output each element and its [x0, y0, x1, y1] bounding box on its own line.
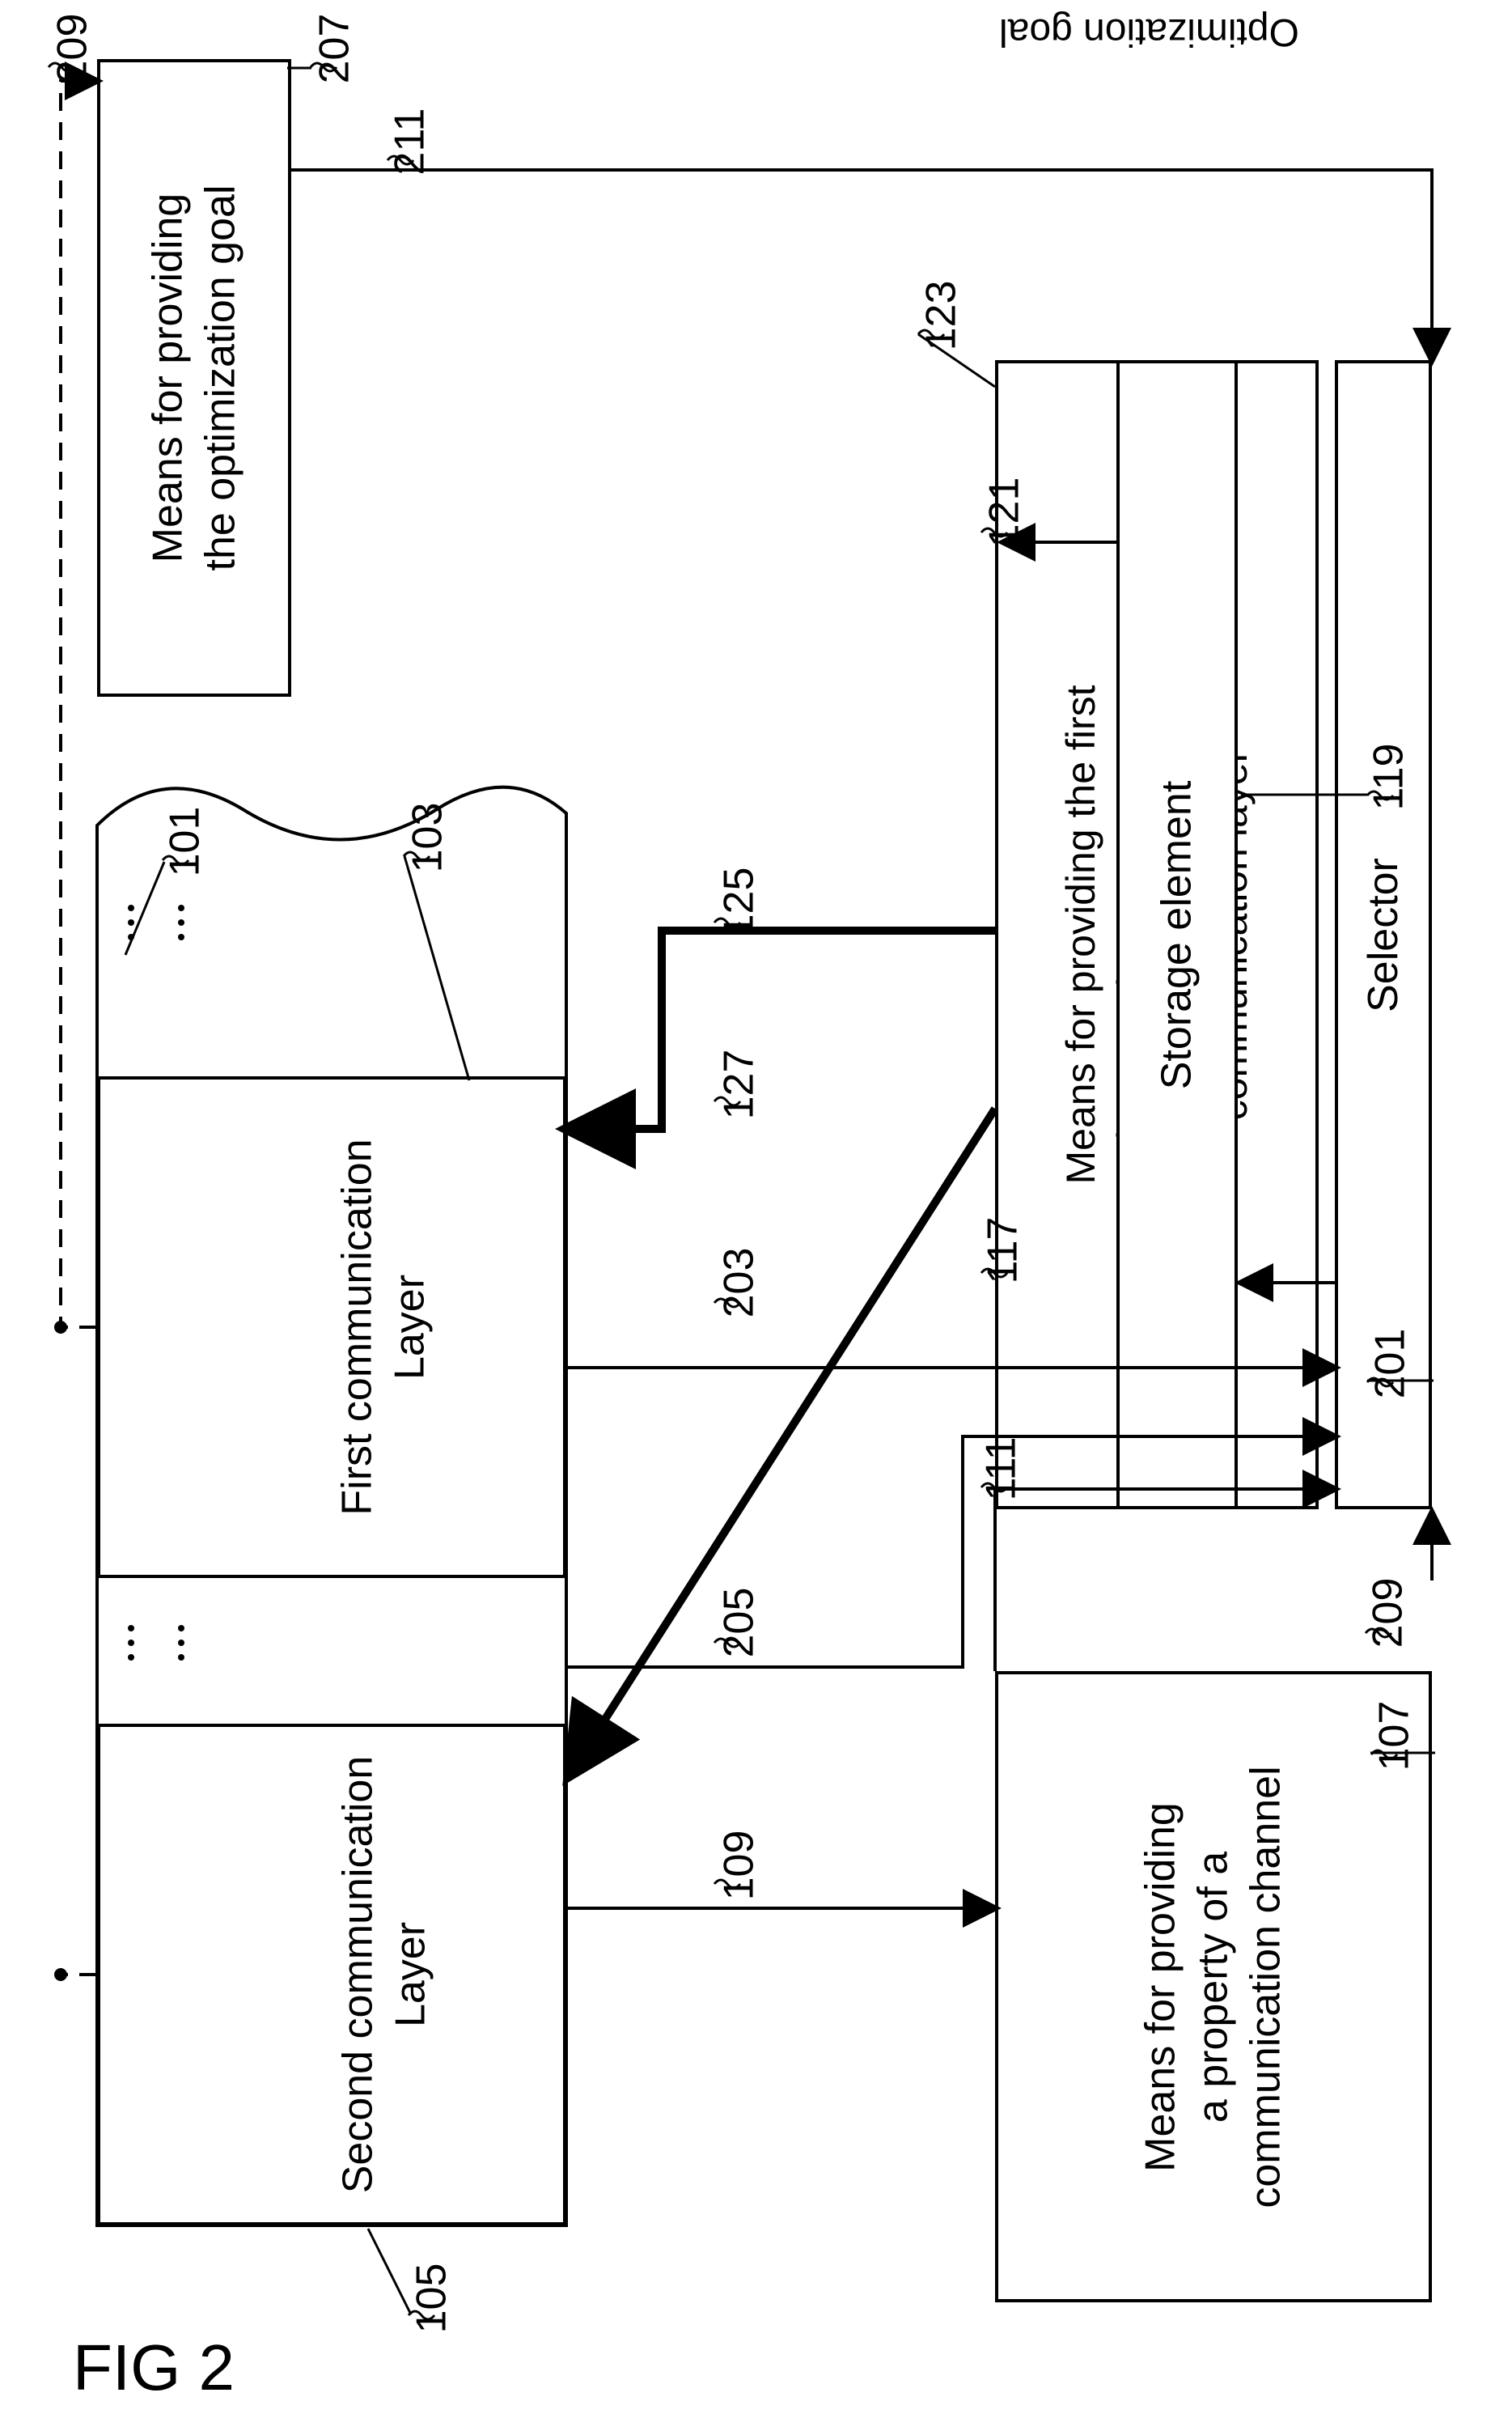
label-optimization-goal: Optimization goal [999, 10, 1299, 54]
vdots-4 [178, 1625, 184, 1661]
label-storage: Storage element [1151, 780, 1204, 1089]
label-first-layer: First communication Layer [332, 1139, 437, 1515]
ref-207: 207 [310, 14, 358, 84]
ref-101: 101 [160, 807, 209, 877]
vdots-1 [128, 905, 134, 940]
second-layer-side [97, 1724, 100, 2225]
ref-119: 119 [1364, 744, 1412, 811]
label-channel-property: Means for providing a property of a comm… [1135, 1766, 1293, 2208]
ref-105: 105 [407, 2263, 455, 2334]
vdots-3 [128, 1625, 134, 1661]
ref-103: 103 [403, 803, 451, 873]
box-storage: Storage element [1116, 360, 1238, 1509]
ref-117: 117 [978, 1217, 1027, 1284]
label-second-layer: Second communication Layer [332, 1756, 437, 2194]
box-first-layer: First communication Layer [97, 1076, 566, 1578]
ref-203: 203 [714, 1248, 763, 1318]
first-layer-side [97, 1076, 100, 1578]
ref-211: 211 [385, 108, 434, 176]
ref-127: 127 [714, 1050, 763, 1120]
ref-209a: 209 [48, 14, 96, 84]
vdots-2 [178, 905, 184, 940]
label-selector: Selector [1357, 858, 1410, 1012]
ref-209b: 209 [1363, 1578, 1412, 1648]
ref-107: 107 [1370, 1701, 1418, 1771]
ref-205: 205 [714, 1588, 763, 1658]
box-channel-property: Means for providing a property of a comm… [995, 1671, 1432, 2302]
ref-121: 121 [980, 477, 1028, 548]
first-layer-side-r [563, 1076, 566, 1578]
box-second-layer: Second communication Layer [97, 1724, 566, 2225]
label-opt-goal-provider: Means for providing the optimization goa… [142, 185, 247, 571]
second-layer-side-r [563, 1724, 566, 2225]
box-optimization-goal-provider: Means for providing the optimization goa… [97, 59, 291, 697]
ref-123: 123 [917, 281, 965, 351]
figure-label: FIG 2 [73, 2331, 235, 2405]
ref-201: 201 [1366, 1329, 1414, 1399]
ref-125: 125 [714, 868, 763, 938]
ref-111: 111 [977, 1436, 1026, 1500]
ref-109: 109 [714, 1831, 763, 1901]
